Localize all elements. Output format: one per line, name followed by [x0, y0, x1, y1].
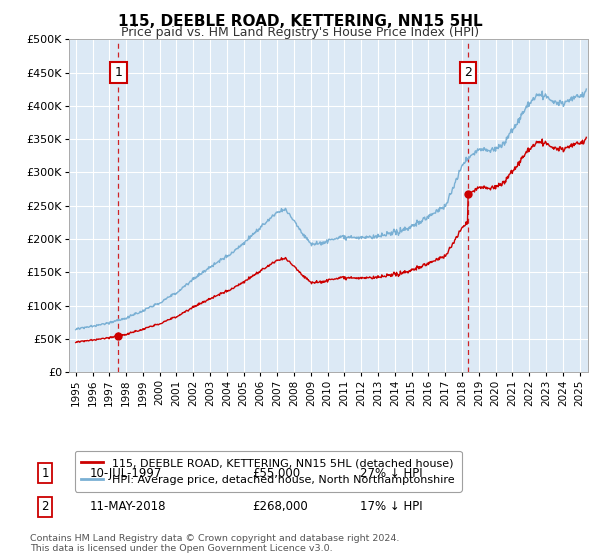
Text: 17% ↓ HPI: 17% ↓ HPI: [360, 500, 422, 514]
Text: Price paid vs. HM Land Registry's House Price Index (HPI): Price paid vs. HM Land Registry's House …: [121, 26, 479, 39]
Text: 11-MAY-2018: 11-MAY-2018: [90, 500, 167, 514]
Legend: 115, DEEBLE ROAD, KETTERING, NN15 5HL (detached house), HPI: Average price, deta: 115, DEEBLE ROAD, KETTERING, NN15 5HL (d…: [74, 451, 461, 492]
Text: 2: 2: [464, 66, 472, 79]
Text: 115, DEEBLE ROAD, KETTERING, NN15 5HL: 115, DEEBLE ROAD, KETTERING, NN15 5HL: [118, 14, 482, 29]
Text: 10-JUL-1997: 10-JUL-1997: [90, 466, 163, 480]
Text: 1: 1: [41, 466, 49, 480]
Text: £55,000: £55,000: [252, 466, 300, 480]
Text: £268,000: £268,000: [252, 500, 308, 514]
Text: Contains HM Land Registry data © Crown copyright and database right 2024.
This d: Contains HM Land Registry data © Crown c…: [30, 534, 400, 553]
Text: 2: 2: [41, 500, 49, 514]
Text: 1: 1: [114, 66, 122, 79]
Text: 27% ↓ HPI: 27% ↓ HPI: [360, 466, 422, 480]
